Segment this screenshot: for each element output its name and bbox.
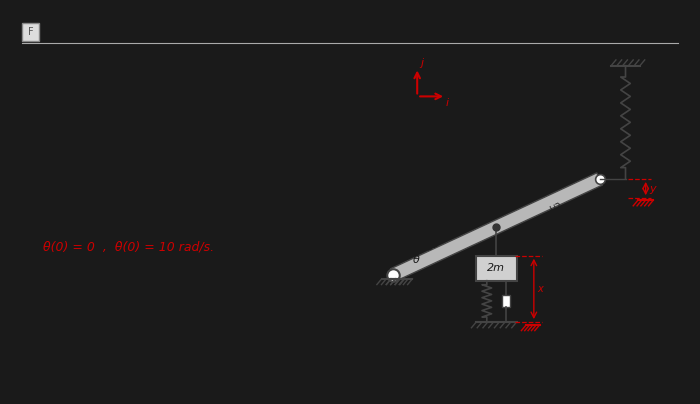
Text: two: two: [90, 97, 111, 109]
Bar: [22, 23, 39, 41]
Bar: [476, 256, 517, 281]
Text: c: c: [512, 296, 517, 306]
Text: F: F: [27, 27, 33, 37]
Text: k = 250 N/m, find the angular displacement of: k = 250 N/m, find the angular displaceme…: [43, 200, 318, 213]
Text: For the mechanical system shown in the Figure, the uniform rigid bar of mass: For the mechanical system shown in the F…: [25, 58, 489, 71]
Text: i: i: [446, 98, 449, 108]
Text: d): d): [25, 187, 39, 200]
Text: and L.: and L.: [43, 167, 79, 181]
Text: [25 marks]: [25 marks]: [588, 25, 671, 40]
Text: j: j: [420, 58, 424, 68]
Polygon shape: [391, 173, 603, 281]
Text: x: x: [538, 284, 543, 294]
Text: b): b): [25, 112, 39, 125]
Text: θ(0) = 0  ,  θ̇(0) = 10 rad/s.: θ(0) = 0 , θ̇(0) = 10 rad/s.: [43, 240, 214, 253]
Text: For: m = 1.50 kg, L = 45 cm, c = 0.125 Ns/m,: For: m = 1.50 kg, L = 45 cm, c = 0.125 N…: [43, 187, 312, 200]
Text: Identify the damping ratio and the natural: Identify the damping ratio and the natur…: [43, 141, 293, 154]
Text: frequency in terms of the parameters m, c, k,: frequency in terms of the parameters m, …: [43, 154, 313, 167]
Text: Draw the: Draw the: [43, 97, 101, 109]
Text: is pinned at point O.: is pinned at point O.: [394, 58, 518, 71]
Bar: [502, 295, 510, 307]
Text: is in static equilibrium and that all angles remain small: is in static equilibrium and that all an…: [25, 288, 352, 301]
Text: L/2: L/2: [548, 201, 564, 215]
Text: k: k: [610, 117, 617, 127]
Text: a): a): [25, 97, 39, 109]
Text: For this system:: For this system:: [25, 77, 120, 90]
Text: m: m: [580, 158, 592, 168]
Text: c): c): [25, 141, 38, 154]
Text: the bar θ(t) for the following initial conditions:: the bar θ(t) for the following initial c…: [43, 214, 316, 227]
Text: FBD of the bar and the mass: FBD of the bar and the mass: [111, 97, 284, 109]
Text: m: m: [386, 58, 398, 71]
Text: Question 4:: Question 4:: [45, 25, 144, 40]
Text: θ: θ: [412, 255, 419, 265]
Text: Assume that in the horizontal position the system: Assume that in the horizontal position t…: [25, 275, 321, 288]
Text: L/2: L/2: [424, 238, 439, 252]
Text: 2m: 2m: [487, 263, 505, 273]
Text: k: k: [473, 296, 479, 306]
Text: y: y: [650, 183, 656, 194]
Text: system, with respect to θ;: system, with respect to θ;: [43, 125, 197, 138]
Text: Find the equation of motion of the entire: Find the equation of motion of the entir…: [43, 112, 284, 125]
